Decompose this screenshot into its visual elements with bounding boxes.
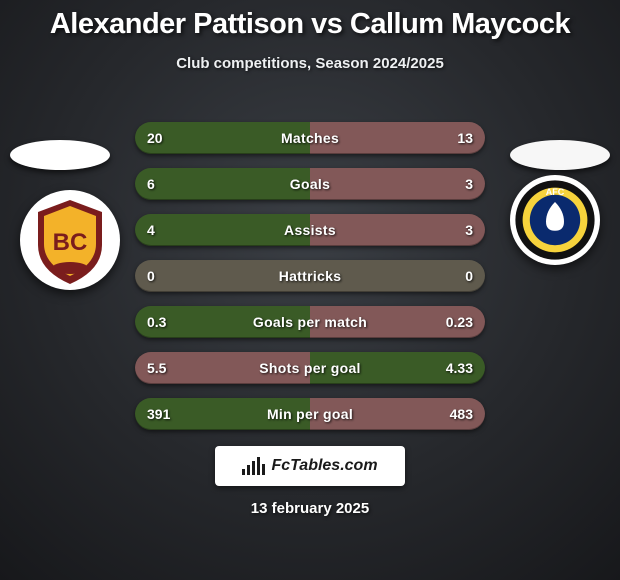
stat-row: 0.3 Goals per match 0.23	[135, 306, 485, 338]
left-club-crest: BC	[20, 190, 120, 290]
crest-right-text: AFC	[546, 187, 565, 197]
stat-label: Assists	[284, 222, 336, 238]
stat-label: Shots per goal	[259, 360, 360, 376]
stat-label: Goals per match	[253, 314, 367, 330]
shield-icon: BC	[20, 190, 120, 290]
stat-label: Matches	[281, 130, 339, 146]
stat-left-value: 391	[147, 406, 170, 422]
stat-label: Goals	[290, 176, 330, 192]
stat-right-value: 0	[465, 268, 473, 284]
stats-list: 20 Matches 13 6 Goals 3 4 Assists 3 0 Hattricks 0 0.…	[135, 122, 485, 430]
stat-label: Hattricks	[279, 268, 342, 284]
stat-left-value: 6	[147, 176, 155, 192]
right-ellipse	[510, 140, 610, 170]
stat-row: 5.5 Shots per goal 4.33	[135, 352, 485, 384]
credit-badge: FcTables.com	[215, 446, 405, 486]
crest-left-text: BC	[53, 229, 88, 256]
bars-icon	[242, 457, 265, 475]
stat-left-value: 20	[147, 130, 163, 146]
stat-left-value: 0.3	[147, 314, 166, 330]
stat-right-value: 3	[465, 176, 473, 192]
stat-row: 20 Matches 13	[135, 122, 485, 154]
stat-right-value: 13	[457, 130, 473, 146]
stat-left-value: 5.5	[147, 360, 166, 376]
stat-row: 6 Goals 3	[135, 168, 485, 200]
date-text: 13 february 2025	[0, 500, 620, 517]
credit-text: FcTables.com	[271, 457, 377, 475]
subtitle: Club competitions, Season 2024/2025	[0, 55, 620, 72]
stat-left-value: 0	[147, 268, 155, 284]
stat-row: 391 Min per goal 483	[135, 398, 485, 430]
shield-icon: AFC	[510, 175, 600, 265]
stat-label: Min per goal	[267, 406, 353, 422]
page-title: Alexander Pattison vs Callum Maycock	[0, 0, 620, 41]
comparison-card: Alexander Pattison vs Callum Maycock Clu…	[0, 0, 620, 580]
right-club-crest: AFC	[510, 175, 600, 265]
stat-right-value: 4.33	[446, 360, 473, 376]
stat-left-value: 4	[147, 222, 155, 238]
stat-row: 4 Assists 3	[135, 214, 485, 246]
stat-right-value: 0.23	[446, 314, 473, 330]
stat-row: 0 Hattricks 0	[135, 260, 485, 292]
stat-right-value: 483	[450, 406, 473, 422]
stat-right-value: 3	[465, 222, 473, 238]
left-ellipse	[10, 140, 110, 170]
